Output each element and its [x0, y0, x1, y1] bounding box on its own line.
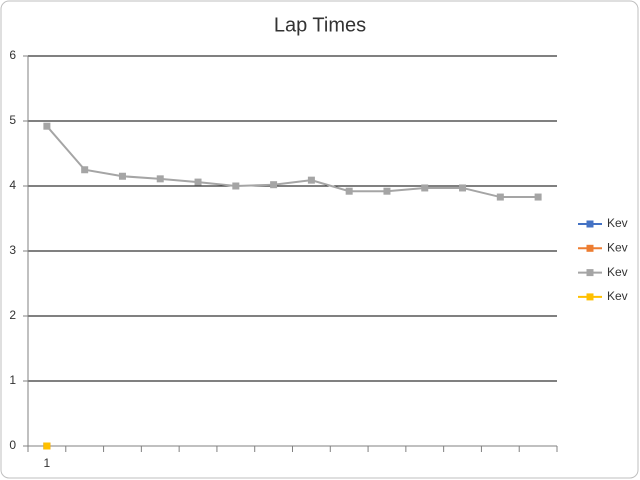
point	[81, 166, 89, 174]
point	[194, 178, 202, 186]
point	[459, 184, 467, 192]
y-tick-label: 6	[9, 48, 16, 62]
point	[43, 122, 51, 130]
series-line	[46, 125, 539, 199]
point	[345, 187, 353, 195]
point	[307, 176, 315, 184]
point	[534, 193, 542, 201]
legend-label: Kev	[607, 216, 628, 230]
legend-label: Kev	[607, 265, 628, 279]
y-tick-label: 0	[9, 438, 16, 452]
point	[43, 442, 51, 450]
point	[383, 187, 391, 195]
legend-marker	[586, 220, 594, 228]
y-tick-label: 3	[9, 243, 16, 257]
legend-marker	[586, 244, 594, 252]
y-tick-label: 5	[9, 113, 16, 127]
legend-label: Kev	[607, 289, 628, 303]
point	[118, 172, 126, 180]
point	[421, 184, 429, 192]
x-tick-label: 1	[44, 456, 51, 470]
legend-marker	[586, 293, 594, 301]
point	[496, 193, 504, 201]
legend-marker	[586, 269, 594, 277]
point	[156, 175, 164, 183]
y-tick-label: 2	[9, 308, 16, 322]
legend-label: Kev	[607, 240, 628, 254]
y-tick-label: 1	[9, 373, 16, 387]
y-tick-label: 4	[9, 178, 16, 192]
point	[232, 182, 240, 190]
chart-title: Lap Times	[274, 14, 366, 36]
point	[270, 181, 278, 189]
